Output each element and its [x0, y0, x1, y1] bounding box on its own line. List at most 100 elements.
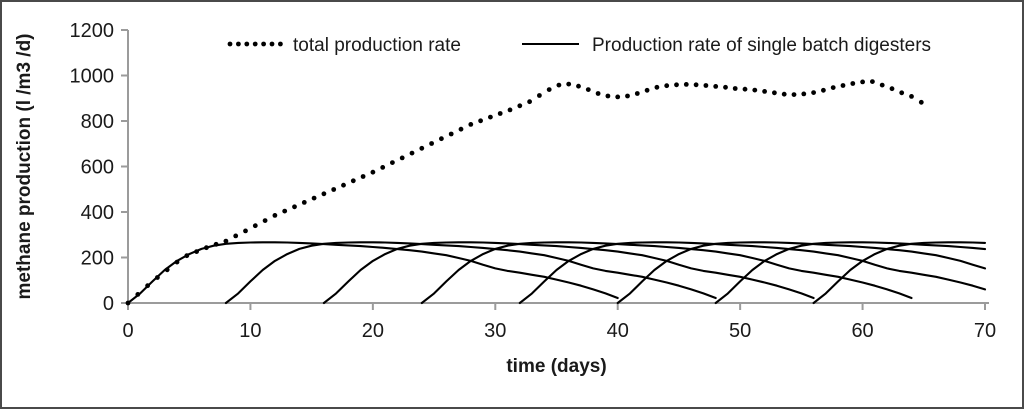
tick-label: 1200	[70, 20, 115, 42]
total-rate-dot	[478, 118, 483, 124]
legend-dotted-marker	[269, 41, 275, 47]
total-rate-dot	[262, 218, 268, 224]
total-rate-dot	[370, 169, 376, 175]
total-rate-dot	[625, 93, 630, 99]
total-rate-dot	[860, 79, 865, 85]
tick-label: 30	[484, 320, 506, 342]
total-rate-dot	[321, 191, 327, 197]
total-rate-dot	[830, 85, 836, 90]
total-rate-dot	[585, 87, 591, 92]
batch-curve	[616, 241, 987, 305]
total-rate-dot	[801, 91, 807, 97]
total-rate-dot	[752, 87, 758, 93]
total-rate-dot	[409, 150, 415, 156]
total-rate-dot	[517, 103, 523, 109]
batch-curve	[420, 241, 913, 305]
total-rate-dot	[674, 82, 679, 88]
total-rate-dot	[781, 91, 787, 97]
tick-label: 400	[81, 202, 114, 224]
total-rate-dot	[723, 84, 728, 90]
batch-curve	[812, 241, 987, 305]
total-rate-dot	[331, 187, 337, 192]
batch-curve	[126, 241, 619, 305]
total-rate-dot	[732, 86, 738, 91]
total-rate-dot	[654, 84, 660, 90]
total-rate-dot	[634, 91, 640, 96]
batch-curve	[224, 241, 717, 305]
legend-dotted-marker	[227, 41, 233, 47]
tick-label: 70	[974, 320, 996, 342]
total-rate-dot	[155, 275, 160, 280]
tick-label: 20	[362, 320, 384, 342]
total-rate-dot	[399, 155, 405, 161]
tick-label: 600	[81, 157, 114, 179]
total-rate-dot	[213, 241, 219, 247]
legend-dotted-marker	[261, 41, 266, 47]
total-rate-dot	[821, 87, 826, 93]
batch-curve	[714, 241, 987, 305]
tick-label: 1000	[70, 66, 115, 88]
total-rate-dot	[870, 79, 875, 84]
legend-dotted-marker	[244, 41, 250, 47]
total-rate-dot	[850, 81, 856, 86]
batch-curve	[518, 241, 987, 305]
legend-label: Production rate of single batch digester…	[592, 35, 931, 56]
total-rate-dot	[556, 82, 562, 88]
total-rate-dot	[497, 111, 503, 116]
total-rate-dot	[644, 87, 650, 93]
legend: total production rate Production rate of …	[227, 35, 931, 56]
legend-dotted-marker	[278, 41, 283, 47]
total-rate-dot	[605, 93, 611, 99]
total-rate-dot	[566, 81, 572, 87]
tick-label: 50	[729, 320, 751, 342]
total-rate-dot	[145, 283, 151, 289]
total-rate-dot	[918, 99, 924, 105]
total-rate-dot	[194, 249, 200, 255]
total-rate-dot	[419, 145, 425, 151]
total-rate-dot	[664, 83, 670, 89]
total-rate-dot	[899, 90, 905, 96]
total-rate-dot	[301, 200, 307, 205]
total-rate-dot	[889, 86, 895, 92]
total-rate-dot	[174, 259, 180, 265]
total-rate-dot	[223, 238, 229, 244]
total-rate-dot	[360, 174, 366, 179]
tick-label: 200	[81, 248, 114, 270]
total-rate-dot	[507, 107, 513, 113]
total-rate-dot	[703, 83, 709, 88]
total-rate-dot	[713, 84, 719, 89]
legend-label: total production rate	[293, 35, 461, 56]
total-rate-dot	[693, 82, 699, 88]
total-rate-dot	[762, 89, 767, 94]
total-rate-dot	[272, 213, 278, 218]
total-rate-dot	[350, 178, 356, 184]
total-rate-dot	[292, 204, 297, 210]
total-rate-dot	[164, 267, 170, 273]
total-rate-dot	[791, 92, 797, 97]
axis-title: methane production (l /m3 /d)	[14, 33, 35, 299]
total-rate-dot	[683, 82, 689, 87]
tick-label: 0	[122, 320, 133, 342]
total-rate-dot	[840, 83, 846, 88]
total-rate-dot	[380, 165, 386, 170]
total-rate-dot	[488, 114, 493, 120]
tick-label: 10	[239, 320, 261, 342]
total-rate-dot	[615, 94, 621, 100]
total-rate-dot	[390, 160, 395, 166]
total-rate-dot	[468, 122, 474, 127]
x-axis: 0 10 20 30 40 50 60 70	[122, 302, 996, 342]
total-rate-dot	[772, 90, 777, 96]
axis-title: time (days)	[506, 356, 606, 377]
total-rate-dot	[879, 82, 885, 88]
total-rate-dot	[811, 90, 816, 95]
batch-curve	[322, 241, 815, 305]
total-rate-dot	[458, 126, 464, 132]
total-rate-dot	[252, 223, 258, 229]
total-rate-dot	[282, 208, 288, 214]
total-rate-dot	[311, 195, 317, 201]
total-rate-dot	[243, 228, 248, 234]
legend-dotted-marker	[252, 41, 258, 47]
total-rate-dot	[595, 91, 601, 96]
